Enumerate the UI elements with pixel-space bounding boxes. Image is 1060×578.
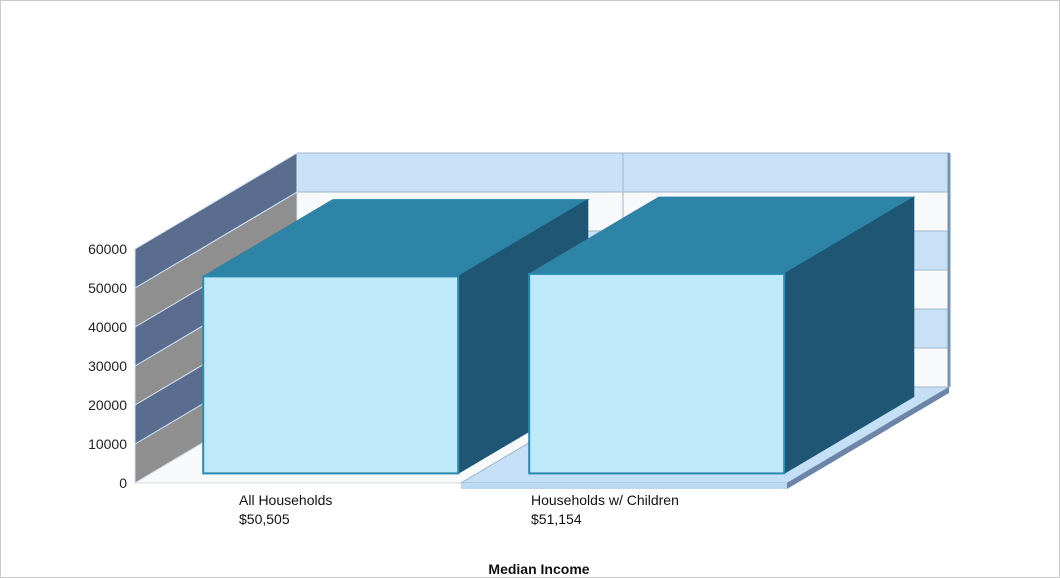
bars xyxy=(201,196,916,475)
side-wall-band xyxy=(134,152,298,289)
y-tick-label: 30000 xyxy=(88,358,127,374)
bar-front-face xyxy=(202,275,460,475)
bar xyxy=(527,196,916,475)
category-label: All Households xyxy=(239,492,332,508)
category-label: Households w/ Children xyxy=(531,492,679,508)
y-tick-label: 40000 xyxy=(88,319,127,335)
category-value-label: $50,505 xyxy=(239,511,290,527)
y-tick-label: 50000 xyxy=(88,280,127,296)
category-value-label: $51,154 xyxy=(531,511,582,527)
x-axis-categories: All Households $50,505 Households w/ Child… xyxy=(239,492,679,527)
bar xyxy=(201,198,590,475)
y-tick-label: 0 xyxy=(119,475,127,491)
y-tick-label: 10000 xyxy=(88,436,127,452)
y-axis-ticks: 0 10000 20000 30000 40000 50000 60000 xyxy=(88,241,127,491)
y-tick-label: 60000 xyxy=(88,241,127,257)
bar-front-face xyxy=(528,272,786,475)
floor-edge-front xyxy=(461,483,787,489)
y-tick-label: 20000 xyxy=(88,397,127,413)
floor-edge-side xyxy=(787,387,949,489)
x-axis-title: Median Income xyxy=(488,561,589,577)
